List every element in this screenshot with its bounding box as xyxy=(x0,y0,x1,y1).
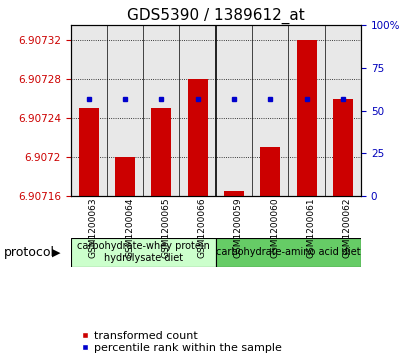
Text: GSM1200065: GSM1200065 xyxy=(161,198,170,258)
Bar xyxy=(71,25,107,196)
Bar xyxy=(115,157,135,196)
Text: GSM1200064: GSM1200064 xyxy=(125,198,134,258)
Title: GDS5390 / 1389612_at: GDS5390 / 1389612_at xyxy=(127,8,305,24)
Bar xyxy=(325,25,361,196)
Bar xyxy=(71,238,216,267)
Bar xyxy=(252,25,288,196)
Bar xyxy=(79,108,99,196)
Text: GSM1200062: GSM1200062 xyxy=(343,198,352,258)
Bar xyxy=(224,191,244,196)
Bar xyxy=(333,98,353,196)
Bar xyxy=(297,40,317,196)
Text: carbohydrate-amino acid diet: carbohydrate-amino acid diet xyxy=(216,247,361,257)
Bar xyxy=(260,147,280,196)
Text: GSM1200059: GSM1200059 xyxy=(234,198,243,258)
Bar xyxy=(188,79,208,196)
Bar xyxy=(216,25,252,196)
Legend: transformed count, percentile rank within the sample: transformed count, percentile rank withi… xyxy=(76,326,286,358)
Bar xyxy=(288,25,325,196)
Text: GSM1200060: GSM1200060 xyxy=(270,198,279,258)
Text: carbohydrate-whey protein
hydrolysate diet: carbohydrate-whey protein hydrolysate di… xyxy=(77,241,210,263)
Bar xyxy=(179,25,216,196)
Text: GSM1200061: GSM1200061 xyxy=(307,198,315,258)
Text: ▶: ▶ xyxy=(52,247,60,257)
Bar xyxy=(107,25,143,196)
Text: protocol: protocol xyxy=(4,246,55,259)
Text: GSM1200066: GSM1200066 xyxy=(198,198,207,258)
Bar xyxy=(151,108,171,196)
Bar xyxy=(216,238,361,267)
Bar xyxy=(143,25,179,196)
Text: GSM1200063: GSM1200063 xyxy=(89,198,98,258)
